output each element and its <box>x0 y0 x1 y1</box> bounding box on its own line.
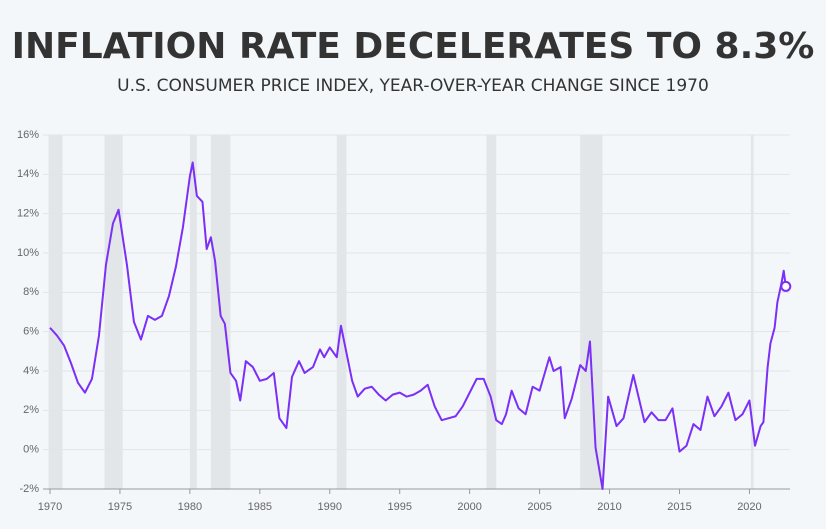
y-tick-label: 2% <box>23 404 39 416</box>
x-tick-label: 2010 <box>597 501 621 513</box>
y-tick-label: 14% <box>17 168 39 180</box>
y-tick-label: 8% <box>23 286 39 298</box>
end-marker <box>780 280 792 292</box>
y-tick-label: -2% <box>19 483 39 495</box>
recession-band <box>336 135 347 489</box>
series-line <box>49 161 787 490</box>
x-tick-label: 2000 <box>457 501 481 513</box>
x-tick-label: 1980 <box>178 501 202 513</box>
x-tick-label: 1990 <box>318 501 342 513</box>
x-tick-label: 2005 <box>527 501 551 513</box>
y-tick-label: 10% <box>17 247 39 259</box>
recession-band <box>750 135 754 489</box>
x-tick-label: 2020 <box>737 501 761 513</box>
recession-band <box>580 135 603 489</box>
recession-band <box>48 135 63 489</box>
recession-band <box>486 135 497 489</box>
chart-subtitle: U.S. CONSUMER PRICE INDEX, YEAR-OVER-YEA… <box>117 76 709 96</box>
recession-band <box>104 135 123 489</box>
y-tick-label: 4% <box>23 365 39 377</box>
y-tick-label: 0% <box>23 444 39 456</box>
y-tick-label: 6% <box>23 326 39 338</box>
x-tick-label: 1970 <box>38 501 62 513</box>
chart-title: INFLATION RATE DECELERATES TO 8.3% <box>12 26 815 67</box>
y-tick-label: 12% <box>17 208 39 220</box>
x-tick-label: 1975 <box>108 501 132 513</box>
x-tick-label: 2015 <box>667 501 691 513</box>
x-tick-label: 1985 <box>248 501 272 513</box>
x-tick-label: 1995 <box>387 501 411 513</box>
recession-band <box>189 135 197 489</box>
y-tick-label: 16% <box>17 129 39 141</box>
